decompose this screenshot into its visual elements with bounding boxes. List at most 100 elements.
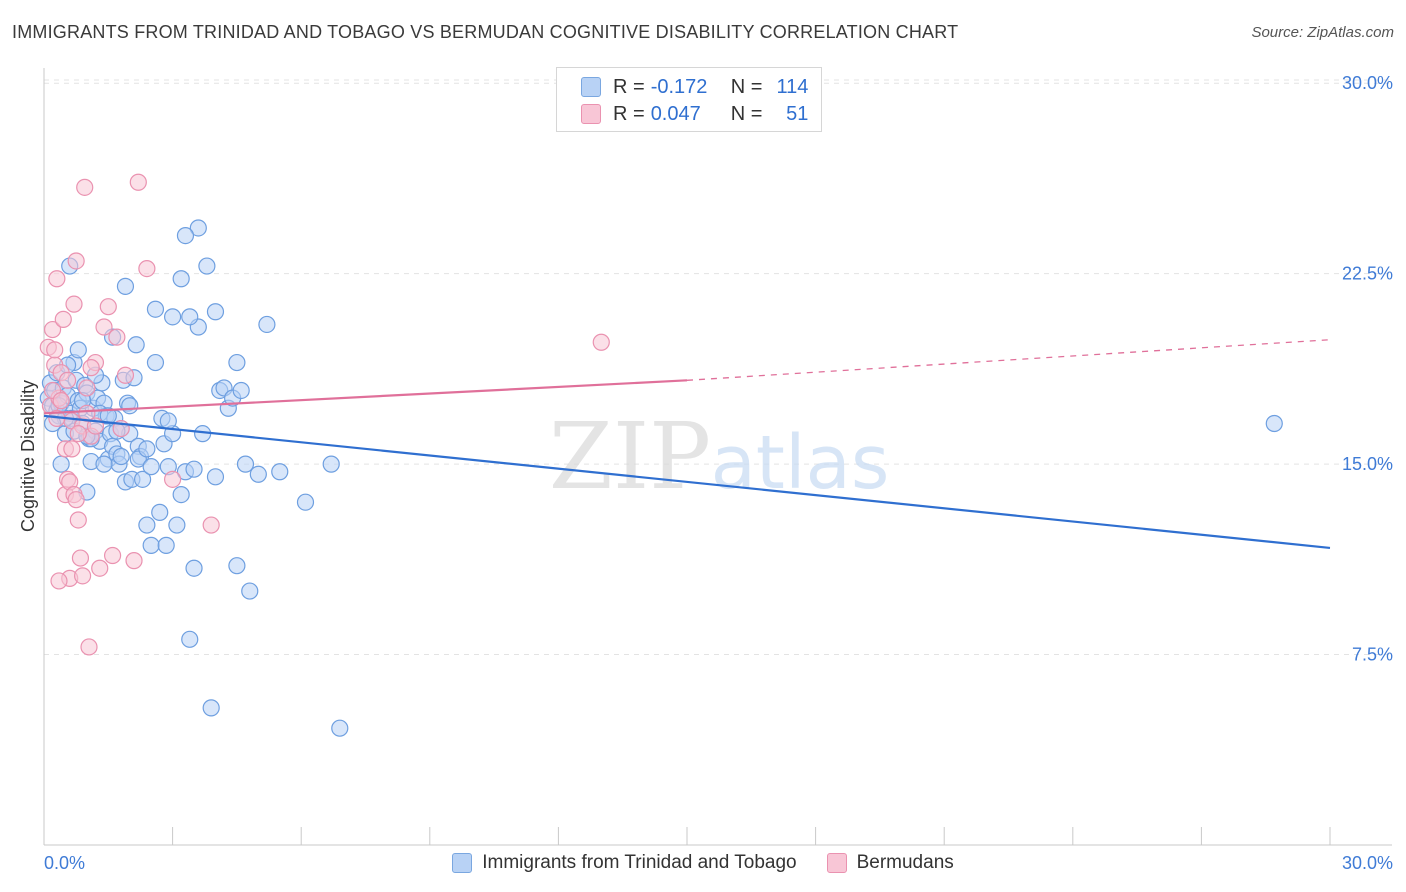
y-tick-label: 30.0% — [1342, 73, 1393, 93]
point-immigrants — [138, 440, 156, 458]
legend-n-value: 51 — [786, 102, 809, 125]
point-immigrants — [271, 463, 289, 481]
point-bermudans — [164, 470, 182, 488]
point-immigrants — [121, 397, 139, 415]
legend-n-label: N = — [730, 102, 763, 125]
legend-r-label: R = — [613, 75, 645, 98]
legend-item-bermudans[interactable]: Bermudans — [826, 852, 954, 874]
point-immigrants — [116, 277, 135, 295]
point-bermudans — [69, 425, 87, 443]
trend-lines — [43, 339, 1331, 550]
point-immigrants — [185, 460, 203, 478]
tick-labels: 7.5% 15.0% 22.5% 30.0% 0.0% 30.0% — [44, 73, 1393, 873]
legend-swatch-blue — [581, 77, 601, 97]
point-immigrants — [138, 516, 156, 534]
legend-r-label: R = — [613, 102, 645, 125]
point-immigrants — [133, 470, 152, 488]
watermark: ZIP atlas — [549, 403, 890, 510]
point-immigrants — [176, 226, 195, 245]
point-bermudans — [63, 440, 81, 458]
point-bermudans — [58, 371, 77, 389]
point-bermudans — [125, 552, 143, 570]
point-bermudans — [138, 259, 156, 278]
point-immigrants — [127, 336, 145, 354]
point-immigrants — [146, 353, 165, 372]
point-bermudans — [67, 252, 85, 270]
point-bermudans — [116, 366, 135, 384]
point-bermudans — [91, 559, 109, 577]
legend-n-label: N = — [730, 75, 763, 98]
point-immigrants — [202, 699, 220, 717]
point-immigrants — [198, 257, 216, 275]
point-immigrants — [181, 630, 199, 648]
y-tick-label: 7.5% — [1352, 645, 1393, 665]
point-bermudans — [46, 341, 64, 359]
trend-line-bermudans-extension — [686, 339, 1331, 381]
point-immigrants — [1265, 414, 1283, 433]
point-bermudans — [43, 320, 62, 339]
point-bermudans — [71, 549, 90, 567]
point-bermudans — [73, 567, 92, 585]
legend-row-immigrants: R = -0.172 N = 114 — [581, 74, 808, 100]
point-immigrants — [52, 455, 70, 473]
y-tick-label: 15.0% — [1342, 454, 1393, 474]
chart-title: IMMIGRANTS FROM TRINIDAD AND TOBAGO VS B… — [12, 22, 959, 42]
legend-item-immigrants[interactable]: Immigrants from Trinidad and Tobago — [452, 852, 797, 874]
point-immigrants — [241, 582, 259, 600]
point-immigrants — [164, 308, 182, 326]
point-bermudans — [65, 295, 83, 313]
point-immigrants — [189, 219, 207, 237]
point-immigrants — [249, 465, 267, 483]
point-bermudans — [67, 491, 85, 509]
point-bermudans — [76, 178, 94, 196]
point-bermudans — [78, 379, 96, 397]
point-immigrants — [159, 412, 177, 430]
legend-swatch-pink — [581, 104, 601, 124]
point-bermudans — [202, 516, 220, 534]
point-bermudans — [95, 318, 113, 336]
point-immigrants — [112, 447, 130, 466]
point-immigrants — [146, 300, 165, 318]
point-immigrants — [322, 455, 340, 473]
point-immigrants — [181, 308, 199, 326]
series-immigrants-points — [39, 219, 1283, 737]
axes — [43, 68, 1392, 846]
point-bermudans — [103, 546, 122, 565]
point-immigrants — [95, 455, 113, 473]
point-bermudans — [82, 359, 100, 377]
point-immigrants — [142, 536, 160, 554]
point-bermudans — [80, 638, 98, 656]
point-immigrants — [142, 458, 160, 476]
gridlines — [44, 79, 1392, 656]
point-immigrants — [331, 719, 349, 737]
point-bermudans — [54, 310, 72, 328]
point-bermudans — [69, 511, 87, 529]
point-immigrants — [172, 270, 190, 288]
point-bermudans — [99, 298, 117, 316]
point-immigrants — [151, 503, 169, 521]
watermark-zip: ZIP — [549, 403, 711, 510]
point-immigrants — [99, 407, 117, 425]
legend-swatch-pink — [826, 853, 847, 873]
point-immigrants — [172, 485, 190, 504]
point-immigrants — [157, 536, 175, 554]
legend-r-value: -0.172 — [650, 75, 708, 98]
legend-label-bermudans: Bermudans — [856, 852, 954, 873]
trend-line-bermudans — [43, 379, 688, 415]
y-axis-label: Cognitive Disability — [18, 380, 38, 532]
point-immigrants — [168, 516, 186, 534]
legend-r-value: 0.047 — [650, 102, 701, 125]
legend-n-value: 114 — [776, 75, 809, 98]
point-immigrants — [206, 468, 225, 486]
legend-swatch-blue — [452, 853, 473, 873]
point-immigrants — [232, 381, 250, 400]
series-legend: Immigrants from Trinidad and Tobago Berm… — [0, 852, 1406, 874]
point-immigrants — [185, 559, 203, 577]
y-tick-label: 22.5% — [1342, 264, 1393, 284]
point-bermudans — [48, 270, 66, 288]
point-bermudans — [50, 572, 68, 590]
point-immigrants — [228, 353, 246, 372]
legend-label-immigrants: Immigrants from Trinidad and Tobago — [482, 852, 797, 873]
source-label: Source: ZipAtlas.com — [1251, 24, 1394, 41]
